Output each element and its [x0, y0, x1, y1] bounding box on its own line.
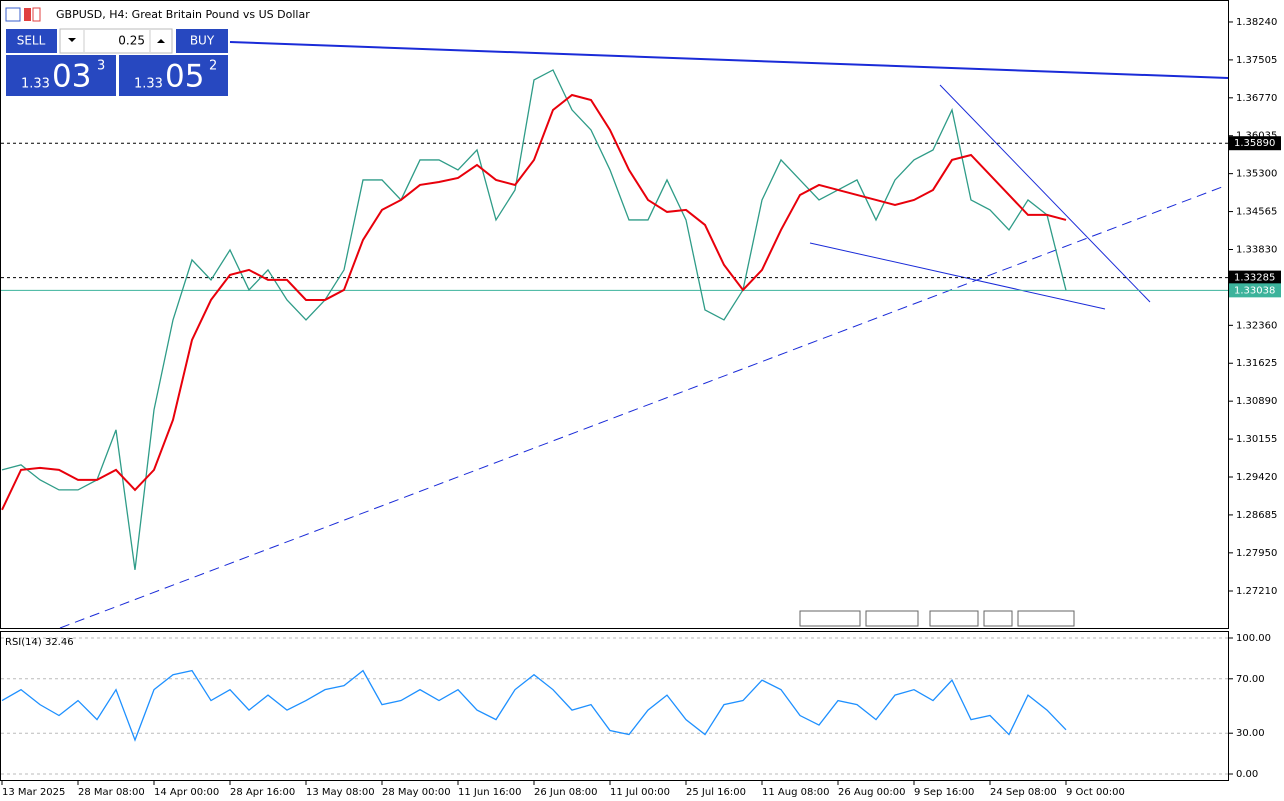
- y-tick-label: 1.35300: [1236, 169, 1277, 180]
- y-tick-label: 1.37505: [1236, 55, 1277, 66]
- level-tag: [1229, 283, 1281, 298]
- x-tick-label: 24 Sep 08:00: [990, 787, 1057, 798]
- y-tick-label: 1.31625: [1236, 358, 1277, 369]
- time-markers: [799, 610, 1075, 627]
- y-tick-label: 30.00: [1236, 728, 1265, 739]
- y-tick-label: 100.00: [1236, 633, 1271, 644]
- y-tick-label: 1.34565: [1236, 207, 1277, 218]
- series-line: [1, 669, 1067, 742]
- x-tick-label: 11 Jun 16:00: [458, 787, 522, 798]
- level-label: 1.35890: [1234, 138, 1275, 149]
- x-tick-label: 11 Aug 08:00: [762, 787, 829, 798]
- y-tick-label: 1.27950: [1236, 548, 1277, 559]
- trendline[interactable]: [939, 84, 1151, 303]
- x-tick-label: 25 Jul 16:00: [686, 787, 746, 798]
- x-tick-label: 26 Aug 00:00: [838, 787, 905, 798]
- y-tick-label: 70.00: [1236, 674, 1265, 685]
- y-tick-label: 1.33830: [1236, 244, 1277, 255]
- x-tick-label: 28 Apr 16:00: [230, 787, 295, 798]
- volume: 0.25: [118, 34, 145, 48]
- x-tick-label: 26 Jun 08:00: [534, 787, 598, 798]
- bid-sup: 3: [97, 59, 105, 74]
- buy-label: BUY: [190, 34, 215, 48]
- y-tick-label: 1.32360: [1236, 320, 1277, 331]
- y-tick-label: 1.38240: [1236, 17, 1277, 28]
- ask-panel[interactable]: [119, 55, 228, 96]
- x-tick-label: 13 May 08:00: [306, 787, 375, 798]
- sell-label: SELL: [17, 34, 46, 48]
- bid-main: 03: [52, 59, 91, 95]
- volume-up[interactable]: [157, 39, 165, 43]
- y-tick-label: 1.28685: [1236, 510, 1277, 521]
- trendline[interactable]: [229, 41, 1229, 79]
- level-tag: [1229, 270, 1281, 285]
- level-label: 1.33038: [1234, 285, 1275, 296]
- icon: [24, 8, 31, 21]
- x-tick-label: 11 Jul 00:00: [610, 787, 670, 798]
- bid-panel[interactable]: [6, 55, 116, 96]
- series-line: [1, 93, 1067, 511]
- rsi-title: RSI(14) 32.46: [5, 637, 74, 648]
- y-tick-label: 1.30890: [1236, 396, 1277, 407]
- volume-down[interactable]: [68, 38, 76, 42]
- x-tick-label: 13 Mar 2025: [2, 787, 65, 798]
- icon: [5, 7, 21, 22]
- x-tick-label: 28 May 00:00: [382, 787, 451, 798]
- x-tick-label: 9 Oct 00:00: [1066, 787, 1125, 798]
- volume-box[interactable]: [59, 28, 173, 54]
- level-tag: [1229, 136, 1281, 151]
- bid-prefix: 1.33: [21, 77, 50, 92]
- main-frame: [0, 0, 1229, 629]
- x-tick-label: 9 Sep 16:00: [914, 787, 974, 798]
- rsi-frame: [0, 631, 1229, 781]
- y-tick-label: 0.00: [1236, 769, 1258, 780]
- icon: [32, 7, 41, 22]
- level-label: 1.33285: [1234, 273, 1275, 284]
- chart-title: GBPUSD, H4: Great Britain Pound vs US Do…: [56, 8, 310, 21]
- x-tick-label: 28 Mar 08:00: [78, 787, 145, 798]
- trendline[interactable]: [809, 242, 1106, 310]
- y-tick-label: 1.29420: [1236, 472, 1277, 483]
- sell-button[interactable]: [6, 29, 57, 53]
- ask-sup: 2: [209, 59, 217, 74]
- ask-prefix: 1.33: [134, 77, 163, 92]
- ask-main: 05: [165, 59, 204, 95]
- y-tick-label: 1.30155: [1236, 434, 1277, 445]
- y-tick-label: 1.36770: [1236, 93, 1277, 104]
- series-line: [1, 69, 1067, 570]
- y-tick-label: 1.27210: [1236, 586, 1277, 597]
- x-tick-label: 14 Apr 00:00: [154, 787, 219, 798]
- buy-button[interactable]: [176, 29, 228, 53]
